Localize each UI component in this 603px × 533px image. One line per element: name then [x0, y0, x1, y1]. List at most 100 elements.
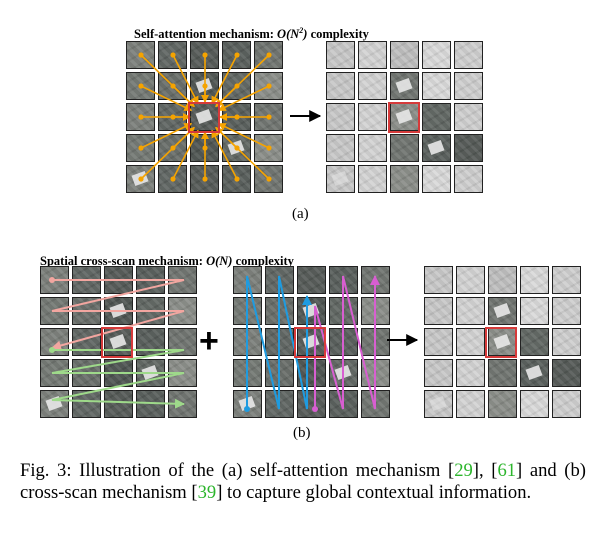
image-patch: [158, 72, 187, 100]
image-patch: [136, 359, 165, 387]
image-patch: [424, 297, 453, 325]
panel-a-label: (a): [292, 206, 309, 222]
image-patch: [126, 103, 155, 131]
image-patch: [358, 165, 387, 193]
image-patch: [390, 165, 419, 193]
image-patch: [552, 266, 581, 294]
image-patch: [72, 390, 101, 418]
image-patch: [358, 41, 387, 69]
panel-b-column-scan-grid: [233, 266, 390, 418]
panel-a-title-suffix: complexity: [307, 27, 369, 42]
image-patch: [454, 41, 483, 69]
image-patch: [126, 72, 155, 100]
citation-link[interactable]: 61: [497, 460, 517, 481]
image-patch: [424, 359, 453, 387]
image-patch: [361, 359, 390, 387]
image-patch: [104, 266, 133, 294]
image-patch: [233, 390, 262, 418]
image-patch: [158, 41, 187, 69]
panel-b-output-grid: [424, 266, 581, 418]
image-patch: [254, 41, 283, 69]
image-patch: [168, 266, 197, 294]
image-patch: [454, 165, 483, 193]
image-patch: [104, 328, 133, 356]
image-patch: [233, 359, 262, 387]
image-patch: [168, 359, 197, 387]
image-patch: [168, 297, 197, 325]
image-patch: [329, 297, 358, 325]
image-patch: [326, 165, 355, 193]
image-patch: [422, 103, 451, 131]
image-patch: [326, 72, 355, 100]
panel-a-title-prefix: Self-attention mechanism:: [134, 27, 278, 42]
image-patch: [456, 359, 485, 387]
citation-link[interactable]: 39: [197, 482, 217, 503]
image-patch: [222, 165, 251, 193]
image-patch: [390, 134, 419, 162]
image-patch: [72, 328, 101, 356]
image-patch: [361, 328, 390, 356]
image-patch: [126, 165, 155, 193]
image-patch: [329, 266, 358, 294]
image-patch: [190, 134, 219, 162]
image-patch: [190, 103, 219, 131]
panel-b-formula: O(N): [206, 254, 233, 268]
image-patch: [361, 390, 390, 418]
image-patch: [422, 41, 451, 69]
image-patch: [424, 390, 453, 418]
image-patch: [222, 72, 251, 100]
image-patch: [358, 103, 387, 131]
image-patch: [390, 72, 419, 100]
image-patch: [361, 266, 390, 294]
image-patch: [254, 165, 283, 193]
image-patch: [329, 390, 358, 418]
image-patch: [233, 328, 262, 356]
image-patch: [136, 266, 165, 294]
image-patch: [361, 297, 390, 325]
image-patch: [454, 134, 483, 162]
image-patch: [104, 390, 133, 418]
image-patch: [254, 72, 283, 100]
image-patch: [136, 390, 165, 418]
image-patch: [222, 41, 251, 69]
image-patch: [265, 328, 294, 356]
image-patch: [326, 134, 355, 162]
image-patch: [326, 41, 355, 69]
image-patch: [72, 359, 101, 387]
image-patch: [456, 328, 485, 356]
image-patch: [158, 103, 187, 131]
image-patch: [552, 390, 581, 418]
image-patch: [265, 359, 294, 387]
image-patch: [136, 328, 165, 356]
image-patch: [190, 41, 219, 69]
panel-b-title-prefix: Spatial cross-scan mechanism:: [40, 254, 207, 268]
image-patch: [104, 297, 133, 325]
image-patch: [456, 266, 485, 294]
image-patch: [488, 266, 517, 294]
image-patch: [488, 390, 517, 418]
panel-b-row-scan-grid: [40, 266, 197, 418]
image-patch: [422, 165, 451, 193]
citation-link[interactable]: 29: [454, 460, 473, 481]
panel-b-label: (b): [293, 425, 311, 441]
image-patch: [72, 266, 101, 294]
image-patch: [454, 103, 483, 131]
figure-caption: Fig. 3: Illustration of the (a) self-att…: [20, 460, 586, 503]
panel-a-input-grid: [126, 41, 283, 193]
image-patch: [488, 359, 517, 387]
image-patch: [40, 297, 69, 325]
image-patch: [265, 390, 294, 418]
image-patch: [520, 328, 549, 356]
image-patch: [72, 297, 101, 325]
image-patch: [40, 328, 69, 356]
image-patch: [520, 390, 549, 418]
image-patch: [222, 103, 251, 131]
panel-a-formula: O(N2): [277, 26, 308, 42]
image-patch: [520, 297, 549, 325]
image-patch: [190, 72, 219, 100]
image-patch: [488, 328, 517, 356]
image-patch: [168, 390, 197, 418]
image-patch: [104, 359, 133, 387]
panel-a-output-grid: [326, 41, 483, 193]
image-patch: [126, 134, 155, 162]
